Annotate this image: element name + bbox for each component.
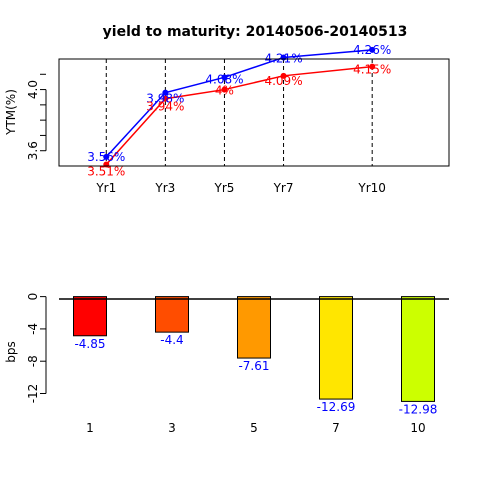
ytm-series-2-label: 4.15% <box>353 63 391 77</box>
ytm-y-tick-label: 3.6 <box>26 141 40 160</box>
ytm-series-1-label: 3.56% <box>87 150 125 164</box>
bps-bar-panel: -4.85 -4.4 -7.61 -12.69 -12.98 0 -4 -8 -12 1 3 5 7… <box>4 293 449 435</box>
ytm-series-1-point <box>103 153 110 160</box>
bps-bar-value-label: -4.4 <box>160 333 183 347</box>
ytm-y-axis-label: YTM(%) <box>4 89 18 136</box>
ytm-x-tick-labels: Yr1 Yr3 Yr5 Yr7 Yr10 <box>95 181 386 195</box>
bps-x-tick-label: 5 <box>250 421 258 435</box>
bps-bar-1 <box>73 296 107 337</box>
bps-value-labels: -4.85 -4.4 -7.61 -12.69 -12.98 <box>74 333 437 416</box>
ytm-series-1-label: 4.21% <box>264 51 302 65</box>
ytm-x-tick-label: Yr10 <box>357 181 386 195</box>
ytm-series-2-label: 3.51% <box>87 164 125 178</box>
bps-x-tick-label: 3 <box>168 421 176 435</box>
ytm-series-1-label: 4.26% <box>353 43 391 57</box>
ytm-series-1-label: 3.98% <box>146 92 184 106</box>
ytm-x-tick-label: Yr1 <box>95 181 116 195</box>
ytm-series-2-label: 4.09% <box>264 74 302 88</box>
ytm-point-labels: 3.56% 3.98% 4.08% 4.21% 4.26% 3.51% 3.94% 4% 4.0… <box>87 43 391 179</box>
ytm-series-2-point <box>369 63 376 70</box>
bps-bars <box>73 296 435 402</box>
ytm-series-2-point <box>280 72 287 79</box>
bps-y-tick-label: -4 <box>26 323 40 335</box>
chart-title: yield to maturity: 20140506-20140513 <box>103 24 408 40</box>
bps-y-tick-label: -8 <box>26 355 40 367</box>
bps-bar-value-label: -4.85 <box>74 337 105 351</box>
bps-bar-7 <box>319 296 353 400</box>
bps-bar-value-label: -12.69 <box>317 400 356 414</box>
ytm-x-tick-label: Yr3 <box>154 181 175 195</box>
bps-x-tick-labels: 1 3 5 7 10 <box>86 421 425 435</box>
ytm-series-1-point <box>221 74 228 81</box>
bps-y-tick-label: 0 <box>26 293 40 301</box>
ytm-y-tick-label: 4.0 <box>26 80 40 99</box>
ytm-series-2-label: 3.94% <box>146 100 184 114</box>
ytm-y-axis: 3.6 4.0 <box>26 73 47 160</box>
bps-y-tick-label: -12 <box>26 384 40 404</box>
bps-bar-10 <box>401 296 435 402</box>
ytm-x-tick-label: Yr7 <box>273 181 294 195</box>
bps-bar-value-label: -12.98 <box>399 402 438 416</box>
bps-bar-3 <box>155 296 189 333</box>
bps-bar-5 <box>237 296 271 359</box>
bps-y-axis: 0 -4 -8 -12 <box>26 293 47 404</box>
bps-x-tick-label: 1 <box>86 421 94 435</box>
ytm-series-2-point <box>162 95 169 102</box>
ytm-series-1-point <box>162 89 169 96</box>
ytm-line-panel: yield to maturity: 20140506-20140513 3.5… <box>4 24 450 195</box>
ytm-series-2-label: 4% <box>215 84 234 98</box>
ytm-x-tick-label: Yr5 <box>214 181 235 195</box>
bps-x-tick-label: 7 <box>332 421 340 435</box>
bps-y-axis-label: bps <box>4 341 18 363</box>
ytm-series-1-label: 4.08% <box>205 72 243 86</box>
ytm-series-points <box>103 46 376 168</box>
ytm-series-1-point <box>369 46 376 53</box>
ytm-plot-frame <box>58 58 450 167</box>
ytm-series-2-point <box>221 86 228 93</box>
bps-x-tick-label: 10 <box>410 421 425 435</box>
bps-bar-value-label: -7.61 <box>238 359 269 373</box>
